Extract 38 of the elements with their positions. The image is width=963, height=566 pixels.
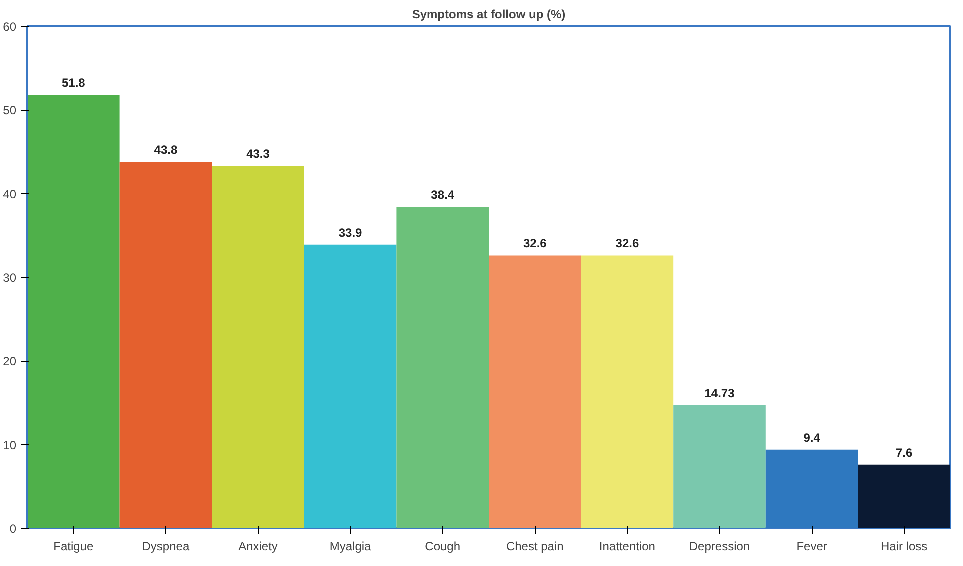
- x-tick-label: Anxiety: [238, 540, 278, 554]
- y-tick-label: 60: [3, 20, 17, 34]
- bar: [674, 405, 766, 528]
- bar: [489, 256, 582, 528]
- data-label: 32.6: [616, 236, 640, 251]
- x-tick-label: Cough: [425, 540, 461, 554]
- y-tick-label: 20: [3, 354, 17, 369]
- data-label: 51.8: [62, 76, 86, 90]
- x-tick-label: Depression: [689, 540, 750, 554]
- data-label: 9.4: [804, 430, 821, 445]
- bar: [396, 207, 489, 528]
- bar: [581, 256, 674, 528]
- x-tick-label: Dyspnea: [142, 540, 190, 554]
- x-tick-label: Hair loss: [881, 540, 928, 554]
- x-tick-label: Fatigue: [54, 540, 94, 554]
- y-tick-label: 40: [3, 187, 17, 202]
- y-tick-label: 30: [3, 271, 17, 285]
- data-label: 33.9: [338, 226, 363, 240]
- bar: [766, 450, 858, 528]
- data-label: 43.3: [246, 147, 270, 162]
- data-label: 43.8: [154, 143, 178, 158]
- y-tick-label: 0: [10, 522, 17, 536]
- data-label: 38.4: [431, 188, 455, 202]
- bar: [304, 244, 397, 528]
- x-tick-label: Inattention: [599, 540, 656, 554]
- y-tick-label: 10: [3, 438, 17, 452]
- x-tick-label: Myalgia: [330, 540, 372, 554]
- bar: [28, 95, 120, 528]
- bar: [858, 464, 950, 528]
- data-label: 32.6: [523, 236, 548, 251]
- bar: [212, 166, 304, 528]
- data-label: 14.73: [704, 386, 736, 400]
- x-tick-label: Fever: [796, 540, 828, 554]
- x-tick-label: Chest pain: [506, 540, 564, 554]
- chart-title: Symptoms at follow up (%): [412, 8, 566, 22]
- bar: [120, 162, 212, 528]
- y-tick-label: 50: [3, 104, 17, 118]
- data-label: 7.6: [896, 446, 914, 460]
